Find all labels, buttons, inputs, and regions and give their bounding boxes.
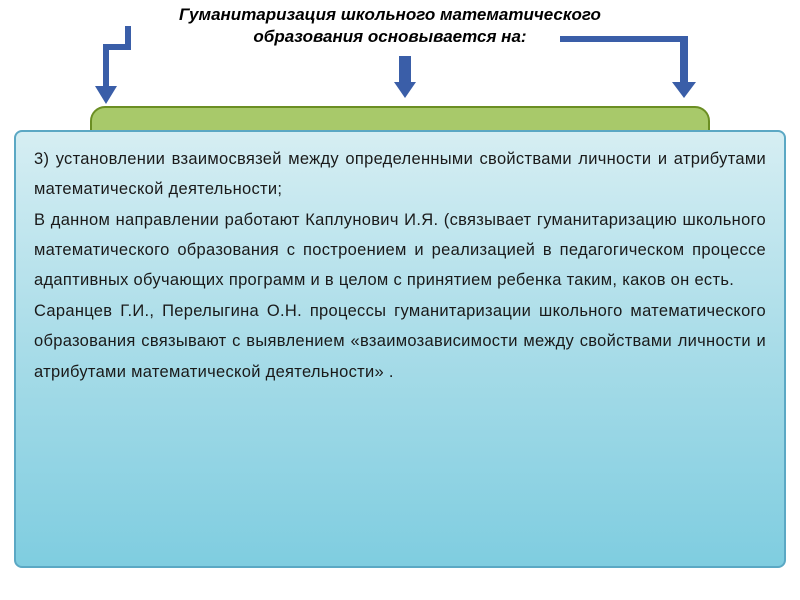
arrow-right-icon (560, 36, 700, 98)
title-line-1: Гуманитаризация школьного математическог… (110, 4, 670, 26)
content-text-block: 3) установлении взаимосвязей между опред… (34, 144, 766, 387)
content-paragraph-3: Саранцев Г.И., Перелыгина О.Н. процессы … (34, 296, 766, 387)
content-panel: 3) установлении взаимосвязей между опред… (14, 130, 786, 568)
content-paragraph-1: 3) установлении взаимосвязей между опред… (34, 144, 766, 205)
arrow-center-icon (394, 56, 416, 98)
content-paragraph-2: В данном направлении работают Каплунович… (34, 205, 766, 296)
arrow-left-icon (95, 26, 135, 106)
